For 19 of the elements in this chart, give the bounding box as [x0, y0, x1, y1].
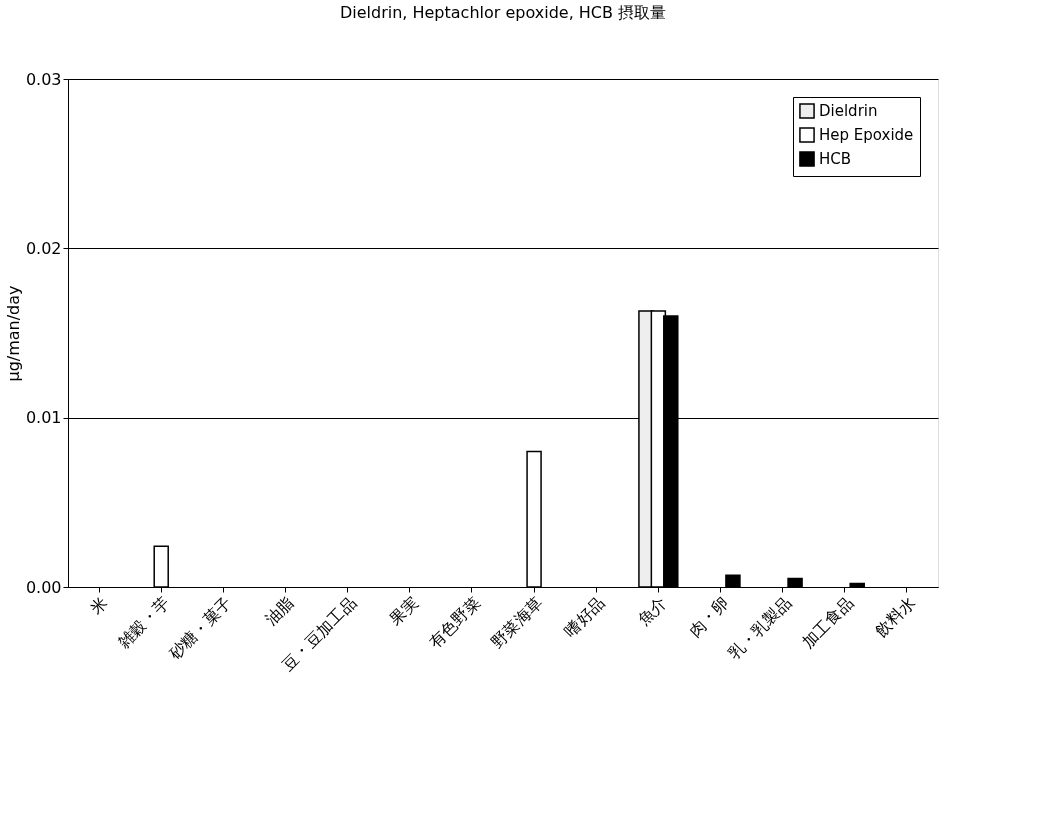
x-tick-label: 野菜海草 [487, 593, 547, 652]
x-tick-label: 加工食品 [798, 593, 857, 652]
x-tick-label: 肉・卵 [685, 593, 733, 641]
y-tick-label: 0.02 [25, 238, 62, 258]
x-tick-label: 有色野菜 [425, 593, 484, 652]
y-tick-label: 0.00 [25, 577, 62, 597]
legend-label: Dieldrin [819, 102, 878, 120]
x-tick-label: 魚介 [634, 593, 671, 630]
x-tick-label: 飲料水 [871, 593, 919, 641]
y-tick-label: 0.01 [25, 408, 62, 428]
x-tick-label: 油脂 [261, 593, 298, 630]
legend-label: HCB [819, 150, 852, 168]
x-tick-label: 果実 [385, 593, 422, 630]
x-tick-label: 嗜好品 [560, 593, 609, 641]
chart-title: Dieldrin, Heptachlor epoxide, HCB 摂取量 [339, 3, 667, 22]
y-tick-label: 0.03 [25, 69, 62, 89]
y-axis-title: μg/man/day [3, 285, 23, 382]
x-tick-label: 米 [86, 593, 112, 618]
legend-label: Hep Epoxide [819, 126, 914, 144]
